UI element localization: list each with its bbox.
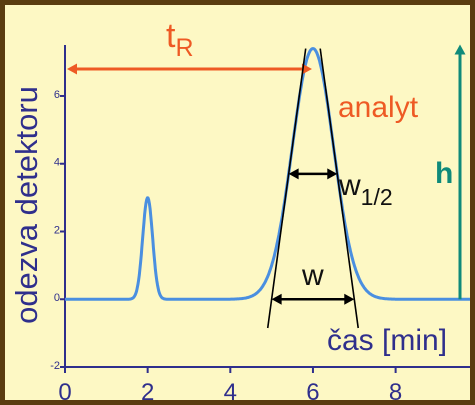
- retention-arrow-head-right: [301, 63, 312, 75]
- half-width-arrow-head-left: [288, 168, 299, 180]
- left-tangent-line: [266, 48, 307, 329]
- retention-arrow-head-left: [67, 63, 77, 75]
- chromatogram-chart: 0 2 4 6 8 -2 0 2 4 6: [50, 44, 470, 400]
- x-tick-label-0: 0: [58, 379, 71, 400]
- y-tick-label-2: 2: [54, 224, 60, 236]
- y-tick-label--2: -2: [50, 360, 60, 372]
- base-width-label: w: [302, 259, 324, 292]
- x-tick-label-8: 8: [389, 379, 402, 400]
- right-tangent-line: [319, 48, 359, 329]
- x-tick-label-4: 4: [224, 379, 237, 400]
- half-width-arrow-head-right: [327, 168, 338, 180]
- y-tick-label-4: 4: [54, 157, 60, 169]
- y-tick-label-0: 0: [54, 292, 60, 304]
- peak-height-label: h: [435, 157, 454, 190]
- half-width-sub: 1/2: [360, 184, 393, 210]
- analyte-label: analyt: [338, 91, 419, 124]
- retention-time-label: tR: [166, 17, 194, 63]
- retention-time-main: t: [166, 17, 176, 55]
- base-width-arrow-head-left: [271, 293, 282, 305]
- height-arrow-head: [454, 44, 466, 55]
- retention-time-sub: R: [175, 34, 194, 62]
- y-tick-label-6: 6: [54, 89, 60, 101]
- half-width-label: w1/2: [339, 169, 393, 211]
- half-width-main: w: [339, 169, 361, 202]
- x-axis-label: čas [min]: [327, 324, 448, 357]
- base-width-arrow-head-right: [344, 293, 355, 305]
- x-tick-label-6: 6: [306, 379, 319, 400]
- x-tick-label-2: 2: [141, 379, 154, 400]
- signal-line: [64, 47, 470, 301]
- y-axis-label: odezva detektoru: [9, 86, 44, 324]
